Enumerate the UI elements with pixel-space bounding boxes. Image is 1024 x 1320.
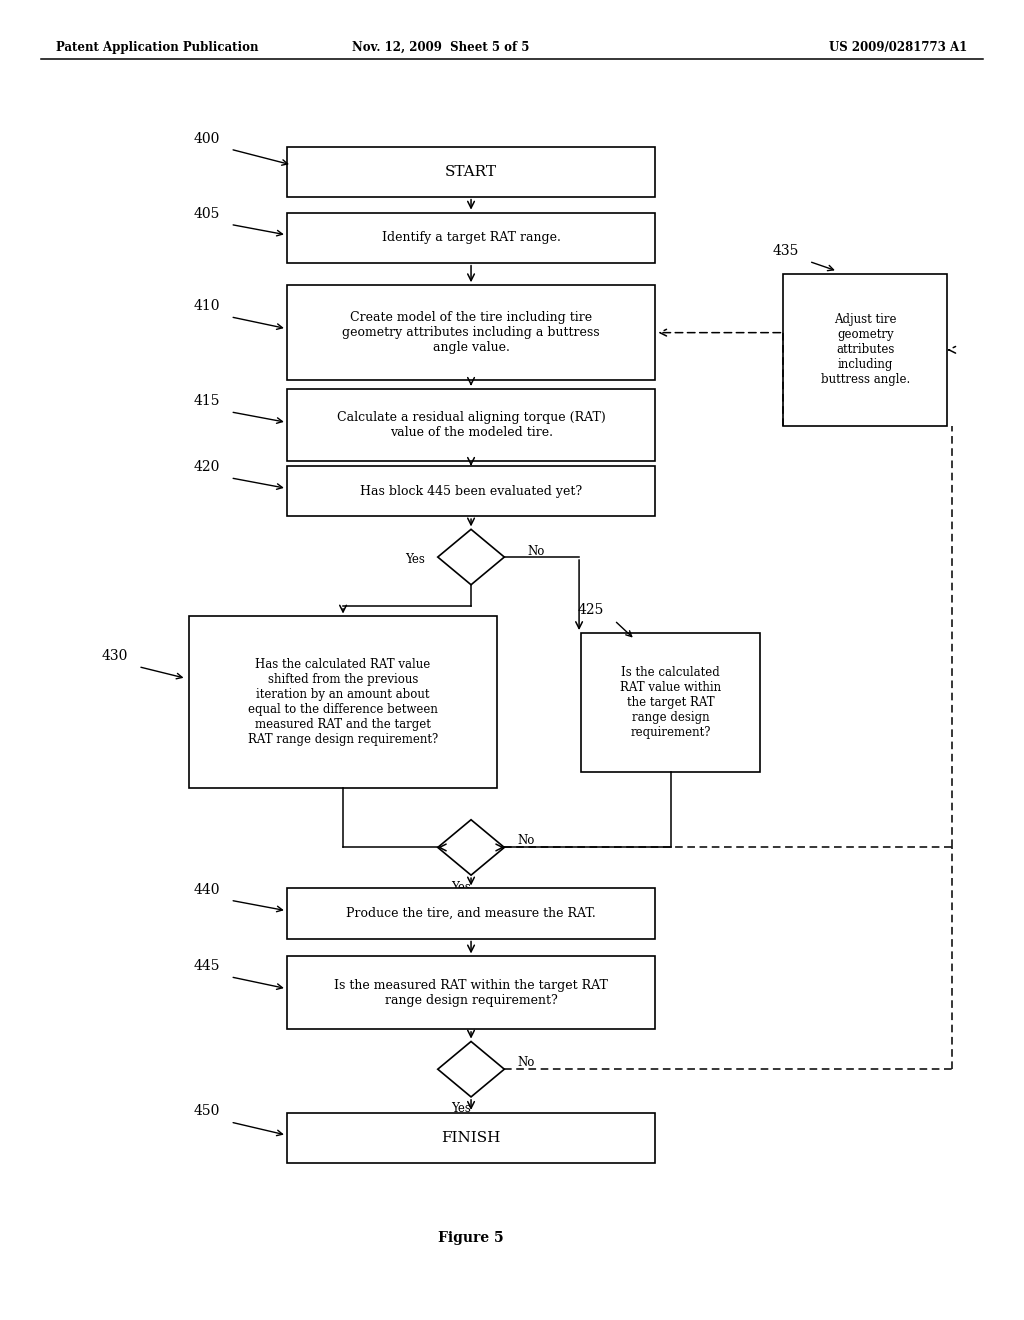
Text: 410: 410 — [194, 300, 220, 313]
Text: No: No — [517, 1056, 535, 1069]
Text: 445: 445 — [194, 960, 220, 973]
FancyBboxPatch shape — [287, 1113, 655, 1163]
Text: FINISH: FINISH — [441, 1131, 501, 1144]
FancyBboxPatch shape — [287, 956, 655, 1030]
FancyBboxPatch shape — [582, 632, 760, 771]
Text: 435: 435 — [772, 244, 799, 257]
Text: Adjust tire
geometry
attributes
including
buttress angle.: Adjust tire geometry attributes includin… — [820, 313, 910, 387]
Text: Has block 445 been evaluated yet?: Has block 445 been evaluated yet? — [360, 484, 582, 498]
Text: Has the calculated RAT value
shifted from the previous
iteration by an amount ab: Has the calculated RAT value shifted fro… — [248, 659, 438, 746]
Text: Patent Application Publication: Patent Application Publication — [56, 41, 259, 54]
Text: Produce the tire, and measure the RAT.: Produce the tire, and measure the RAT. — [346, 907, 596, 920]
Text: Yes: Yes — [451, 1102, 471, 1115]
FancyBboxPatch shape — [287, 285, 655, 380]
FancyBboxPatch shape — [287, 888, 655, 939]
Polygon shape — [438, 529, 505, 585]
Text: No: No — [527, 545, 545, 558]
Text: 430: 430 — [101, 649, 128, 663]
Text: START: START — [445, 165, 497, 178]
Text: Identify a target RAT range.: Identify a target RAT range. — [382, 231, 560, 244]
Text: Yes: Yes — [451, 880, 471, 894]
Text: Is the calculated
RAT value within
the target RAT
range design
requirement?: Is the calculated RAT value within the t… — [621, 665, 721, 739]
Text: Yes: Yes — [404, 553, 425, 566]
FancyBboxPatch shape — [189, 616, 497, 788]
Text: 450: 450 — [194, 1105, 220, 1118]
FancyBboxPatch shape — [783, 275, 947, 425]
Text: 415: 415 — [194, 395, 220, 408]
Text: Calculate a residual aligning torque (RAT)
value of the modeled tire.: Calculate a residual aligning torque (RA… — [337, 411, 605, 440]
FancyBboxPatch shape — [287, 388, 655, 461]
Text: 425: 425 — [578, 603, 604, 616]
FancyBboxPatch shape — [287, 466, 655, 516]
Text: Figure 5: Figure 5 — [438, 1232, 504, 1245]
Text: 405: 405 — [194, 207, 220, 220]
Text: No: No — [517, 834, 535, 847]
Text: US 2009/0281773 A1: US 2009/0281773 A1 — [829, 41, 968, 54]
Polygon shape — [438, 820, 505, 875]
Text: 420: 420 — [194, 461, 220, 474]
Text: 400: 400 — [194, 132, 220, 145]
Text: Nov. 12, 2009  Sheet 5 of 5: Nov. 12, 2009 Sheet 5 of 5 — [351, 41, 529, 54]
Text: Is the measured RAT within the target RAT
range design requirement?: Is the measured RAT within the target RA… — [334, 978, 608, 1007]
Text: Create model of the tire including tire
geometry attributes including a buttress: Create model of the tire including tire … — [342, 312, 600, 354]
FancyBboxPatch shape — [287, 147, 655, 197]
FancyBboxPatch shape — [287, 213, 655, 263]
Polygon shape — [438, 1041, 505, 1097]
Text: 440: 440 — [194, 883, 220, 896]
